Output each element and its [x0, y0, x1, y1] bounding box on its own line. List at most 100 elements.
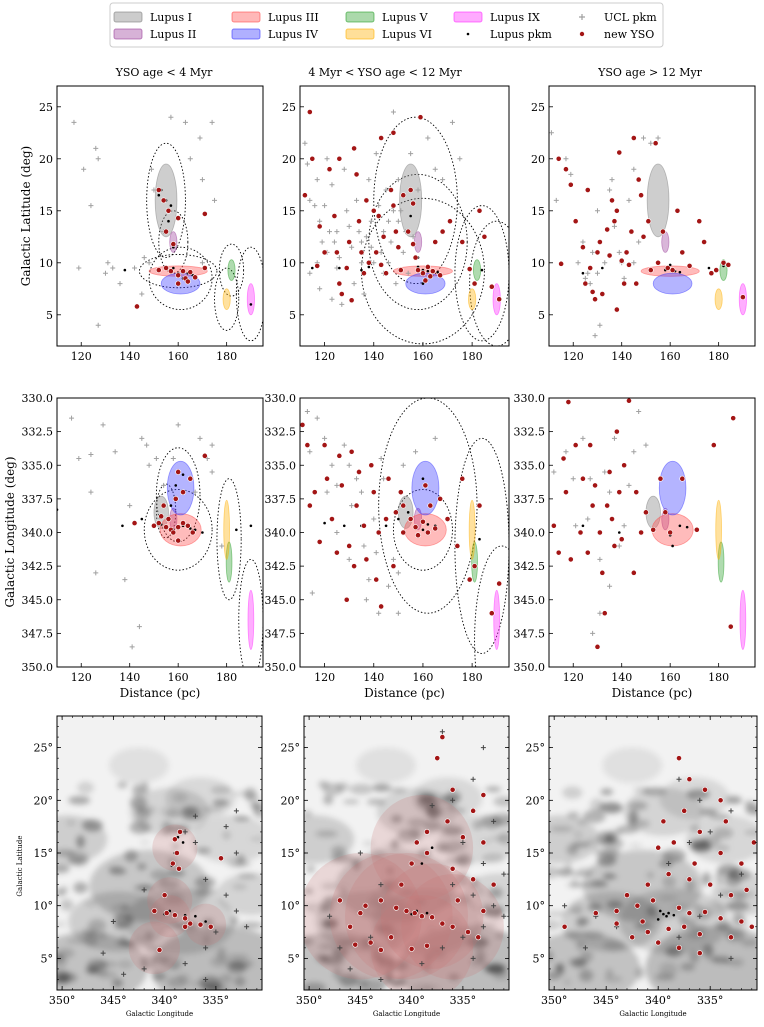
legend-item: UCL pkm [579, 11, 657, 24]
column-title-2: 4 Myr < YSO age < 12 Myr [308, 66, 462, 79]
cloud-ellipse [468, 288, 477, 311]
plot-area [300, 398, 509, 667]
yso-point [383, 270, 389, 277]
yso-point [623, 249, 630, 256]
yso-point [465, 929, 471, 935]
yso-point [650, 897, 656, 904]
dust-map [549, 747, 757, 990]
dust-filament [226, 954, 249, 959]
dust-filament [563, 979, 571, 985]
yso-point [175, 215, 182, 221]
ucl-point [351, 281, 357, 287]
ucl-point [390, 208, 396, 214]
dust-filament [320, 899, 334, 912]
yso-point [377, 947, 384, 953]
ucl-point [590, 630, 596, 636]
ucl-point [405, 270, 411, 276]
legend-label: Lupus V [382, 11, 429, 24]
legend-item: Lupus III [231, 11, 319, 24]
ucl-point [386, 260, 392, 266]
yso-point [476, 502, 483, 509]
ucl-point [356, 229, 362, 235]
yso-point [400, 529, 407, 536]
dust-filament [352, 857, 361, 871]
ucl-point [371, 260, 377, 266]
ucl-point [585, 270, 591, 276]
x-tick-label: 120 [71, 671, 92, 684]
yso-point [424, 942, 430, 949]
ucl-point [102, 270, 108, 276]
dust-filament [187, 980, 210, 986]
yso-point [424, 829, 430, 835]
yso-point [626, 261, 632, 268]
yso-point [589, 289, 596, 295]
yso-point [415, 267, 421, 273]
pkm-point [426, 269, 430, 273]
ucl-point [203, 976, 209, 982]
ucl-point [361, 543, 367, 549]
dust-filament [221, 830, 232, 841]
ucl-point [655, 135, 661, 141]
dust-filament [658, 860, 674, 868]
ucl-point [368, 244, 374, 250]
ucl-point [378, 456, 384, 462]
yso-point [572, 218, 579, 225]
pkm-point [310, 266, 314, 270]
y-tick-label: 5° [288, 952, 301, 965]
yso-point [696, 218, 703, 225]
cloud-ellipse [472, 259, 482, 281]
ucl-point [587, 281, 593, 287]
dust-filament [565, 860, 572, 873]
dust-filament [685, 879, 696, 892]
yso-point [645, 218, 652, 225]
dust-filament [414, 899, 426, 905]
yso-point [640, 233, 647, 240]
yso-point [480, 839, 487, 846]
ucl-point [322, 203, 328, 209]
dust-filament [333, 966, 342, 980]
legend-item: new YSO [579, 28, 654, 41]
dust-filament [635, 966, 645, 980]
yso-point [657, 475, 664, 482]
yso-point [629, 934, 636, 941]
dust-filament [370, 847, 386, 860]
ucl-point [562, 903, 568, 909]
yso-point [347, 923, 354, 930]
ucl-point [307, 449, 313, 455]
cloud-ellipse [227, 259, 236, 281]
group-ellipse [235, 246, 263, 342]
dust-filament [237, 873, 257, 879]
ucl-point [76, 265, 82, 271]
yso-point [403, 908, 410, 914]
pkm-point [426, 523, 430, 526]
yso-point [400, 502, 407, 509]
yso-point [377, 897, 384, 904]
ucl-point [616, 249, 622, 255]
yso-point [558, 260, 565, 267]
ucl-point [327, 229, 333, 235]
ucl-point [329, 462, 335, 468]
x-tick-label: 120 [71, 350, 92, 363]
ucl-point [144, 442, 150, 448]
legend-item: Lupus IX [453, 11, 540, 24]
ucl-point [331, 239, 337, 245]
legend-label: Lupus pkm [490, 28, 552, 41]
pkm-point [430, 846, 434, 850]
ucl-point [213, 929, 219, 935]
group-region [149, 895, 191, 938]
yso-point [131, 520, 138, 526]
yso-point [561, 923, 568, 930]
ucl-point [388, 239, 394, 245]
ucl-point [304, 161, 310, 167]
yso-point [490, 881, 497, 888]
yso-point [343, 596, 350, 603]
legend-marker [579, 31, 585, 37]
dust-filament [423, 821, 443, 831]
ucl-point [136, 624, 142, 630]
dust-filament [455, 807, 466, 814]
legend-item: Lupus pkm [466, 28, 552, 41]
yso-point [567, 181, 574, 188]
ucl-point [146, 260, 152, 266]
x-tick-label: 335° [450, 994, 477, 1007]
group-ellipse [454, 437, 509, 654]
